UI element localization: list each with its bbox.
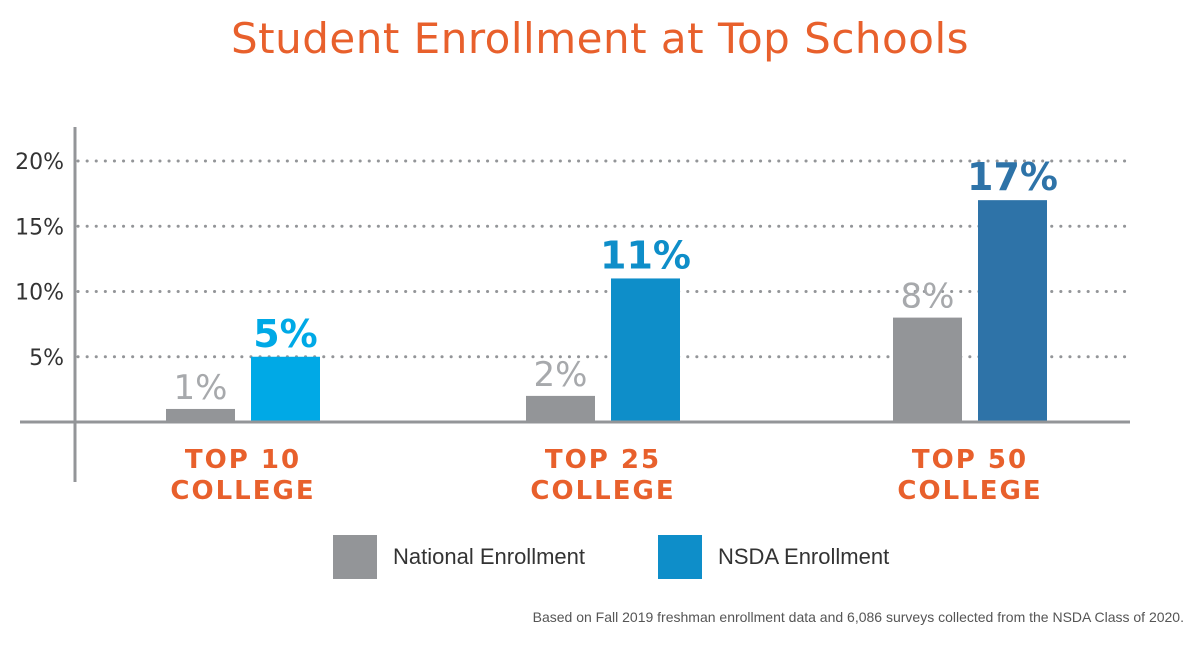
data-label-nsda: 17% bbox=[967, 155, 1058, 199]
bar-national bbox=[166, 408, 235, 422]
y-tick-label: 10% bbox=[15, 281, 64, 306]
data-label-national: 8% bbox=[901, 277, 955, 317]
category-label: COLLEGE bbox=[897, 476, 1042, 506]
category-label: TOP 50 bbox=[912, 445, 1028, 475]
bar-nsda bbox=[611, 278, 680, 422]
legend-label-national: National Enrollment bbox=[393, 544, 585, 569]
category-label: TOP 25 bbox=[545, 445, 661, 475]
legend-swatch-national bbox=[333, 535, 377, 579]
y-tick-label: 5% bbox=[29, 346, 64, 371]
bar-nsda bbox=[251, 356, 320, 422]
chart-title: Student Enrollment at Top Schools bbox=[230, 14, 969, 63]
legend-item-nsda: NSDA Enrollment bbox=[658, 535, 889, 579]
legend-swatch-nsda bbox=[658, 535, 702, 579]
bar-national bbox=[526, 395, 595, 422]
category-label: COLLEGE bbox=[530, 476, 675, 506]
data-label-nsda: 5% bbox=[253, 312, 318, 356]
footnote: Based on Fall 2019 freshman enrollment d… bbox=[532, 609, 1184, 625]
data-label-national: 2% bbox=[534, 355, 588, 395]
bar-national bbox=[893, 317, 962, 422]
legend-label-nsda: NSDA Enrollment bbox=[718, 544, 890, 569]
category-label: TOP 10 bbox=[185, 445, 301, 475]
data-label-nsda: 11% bbox=[600, 233, 691, 277]
category-label: COLLEGE bbox=[170, 476, 315, 506]
legend-item-national: National Enrollment bbox=[333, 535, 585, 579]
data-label-national: 1% bbox=[174, 368, 228, 408]
y-tick-label: 15% bbox=[15, 215, 64, 240]
bar-nsda bbox=[978, 200, 1047, 422]
y-tick-label: 20% bbox=[15, 150, 64, 175]
